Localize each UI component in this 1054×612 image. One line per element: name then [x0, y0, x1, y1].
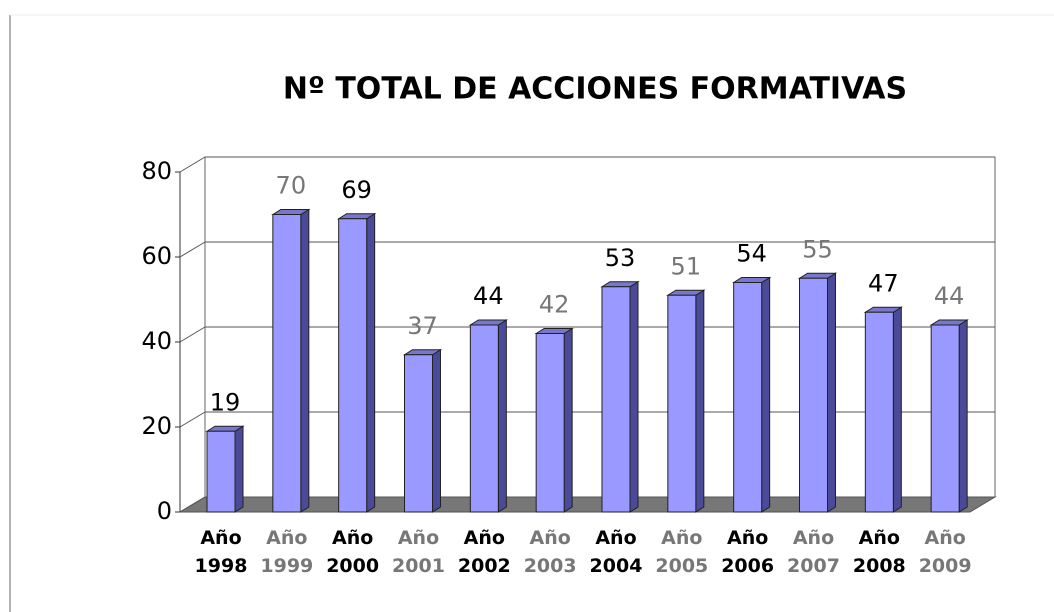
bar-side	[827, 272, 836, 513]
bar-side	[234, 425, 244, 513]
value-label: 53	[605, 244, 636, 272]
x-tick-label: Año 2002	[457, 527, 511, 577]
x-tick-label: Año 1998	[194, 527, 248, 577]
bar-side	[695, 289, 705, 513]
bar-side	[300, 208, 310, 513]
bar-side	[629, 280, 639, 513]
bar	[338, 218, 368, 513]
x-tick-label: Año 1999	[260, 527, 314, 577]
value-label: 54	[736, 240, 767, 268]
value-label: 70	[276, 172, 307, 200]
bar	[206, 430, 236, 513]
y-tick-label: 0	[157, 497, 172, 525]
chart-title: Nº TOTAL DE ACCIONES FORMATIVAS	[283, 72, 907, 107]
y-tick-label: 80	[141, 157, 172, 185]
grid-line-side	[179, 156, 206, 173]
x-tick-label: Año 2009	[918, 527, 972, 577]
x-tick-label: Año 2001	[392, 527, 445, 577]
bar	[601, 286, 631, 513]
bar-side	[958, 319, 968, 513]
bar	[535, 333, 565, 513]
y-tick-label: 20	[141, 412, 172, 440]
bar-side	[761, 276, 771, 513]
bar-side	[892, 306, 902, 513]
x-tick-label: Año 2005	[655, 527, 709, 577]
value-label: 44	[473, 282, 504, 310]
x-tick-label: Año 2003	[523, 527, 577, 577]
bar	[404, 354, 433, 513]
y-tick-label: 60	[141, 242, 172, 270]
y-tick-label: 40	[141, 327, 172, 355]
value-label: 69	[341, 176, 372, 204]
x-tick-label: Año 2007	[787, 527, 840, 577]
grid-line-side	[179, 241, 206, 258]
value-label: 55	[802, 235, 833, 263]
value-label: 51	[671, 252, 702, 280]
bar	[272, 214, 302, 513]
value-label: 44	[934, 282, 965, 310]
x-tick-label: Año 2006	[721, 527, 775, 577]
bar-side	[432, 348, 441, 513]
bar-side	[497, 319, 507, 513]
bar	[667, 294, 697, 513]
value-label: 19	[210, 388, 241, 416]
grid-line-side	[179, 411, 206, 428]
grid-line-side	[179, 326, 206, 343]
bar-side	[366, 212, 376, 513]
x-tick-label: Año 2004	[589, 527, 643, 577]
bar	[930, 324, 960, 513]
bar	[864, 311, 894, 513]
x-tick-label: Año 2000	[326, 527, 380, 577]
bar	[799, 277, 828, 513]
value-label: 47	[868, 269, 899, 297]
bar-side	[563, 327, 573, 513]
x-tick-label: Año 2008	[852, 527, 906, 577]
grid-line-side	[179, 496, 206, 513]
value-label: 42	[539, 291, 570, 319]
bar	[733, 282, 763, 513]
bar	[469, 324, 499, 513]
value-label: 37	[407, 312, 438, 340]
